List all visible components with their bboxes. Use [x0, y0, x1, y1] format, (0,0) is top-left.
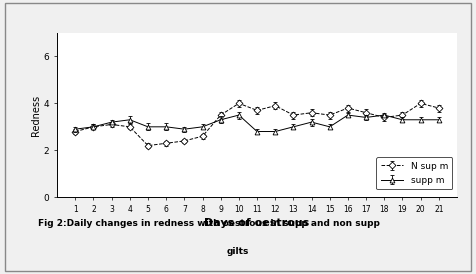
Text: gilts: gilts: [227, 247, 249, 256]
Text: Fig 2:Daily changes in redness with oestrous in supp and non supp: Fig 2:Daily changes in redness with oest…: [38, 219, 380, 228]
X-axis label: Days of oestrous: Days of oestrous: [204, 218, 310, 228]
Y-axis label: Redness: Redness: [31, 95, 41, 136]
Legend: N sup m, supp m: N sup m, supp m: [376, 157, 453, 190]
